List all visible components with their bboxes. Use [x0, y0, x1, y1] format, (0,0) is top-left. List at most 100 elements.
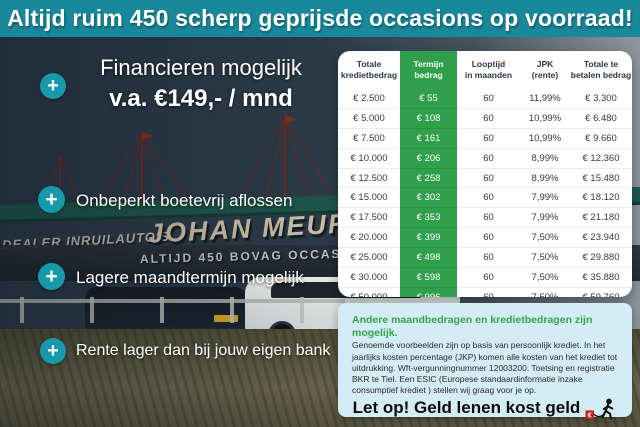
table-row: € 2.500 € 55 60 11,99% € 3.300: [338, 89, 632, 109]
table-header-cell: JPK (rente): [531, 58, 559, 80]
usp-financing-line1: Financieren mogelijk: [100, 55, 302, 80]
table-cell: € 206: [400, 148, 457, 169]
table-cell: 10,99%: [520, 109, 570, 129]
table-cell: € 5.000: [338, 109, 400, 129]
table-row: € 20.000 € 399 60 7,50% € 23.940: [338, 228, 632, 249]
table-cell: 60: [457, 188, 520, 209]
credit-warning: Let op! Geld lenen kost geld €: [352, 397, 618, 420]
table-cell: € 17.500: [338, 208, 400, 229]
finance-table-body: € 2.500 € 55 60 11,99% € 3.300 € 5.000 € 108 60…: [338, 89, 632, 297]
credit-warning-text: Let op! Geld lenen kost geld: [352, 398, 581, 418]
table-header-cell: Totale te betalen bedrag: [570, 58, 632, 80]
table-cell: 7,50%: [520, 228, 570, 249]
table-row: € 10.000 € 206 60 8,99% € 12.360: [338, 148, 632, 169]
table-cell: 60: [457, 268, 520, 288]
table-cell: € 302: [400, 188, 457, 209]
usp-redemption: Onbeperkt boetevrij aflossen: [76, 191, 293, 210]
table-cell: € 2.500: [338, 89, 400, 109]
usp-financing-line2: v.a. €149,- / mnd: [109, 84, 293, 112]
table-cell: € 3.300: [570, 89, 632, 109]
table-cell: € 9.660: [570, 129, 632, 149]
dark-car: [85, 287, 250, 329]
table-cell: 7,50%: [520, 268, 570, 288]
table-cell: € 15.000: [338, 188, 400, 209]
table-header-cell: Termijn bedrag: [400, 51, 457, 89]
table-row: € 50.000€ 996607,50%€ 59.760: [338, 287, 632, 297]
table-cell: 7,99%: [520, 188, 570, 209]
table-cell: 60: [457, 149, 520, 169]
table-cell: € 20.000: [338, 228, 400, 249]
table-cell: € 29.880: [570, 248, 632, 269]
table-row: € 25.000 € 498 60 7,50% € 29.880: [338, 248, 632, 269]
fence-post: [230, 297, 234, 323]
table-cell: € 7.500: [338, 129, 400, 149]
table-cell: 60: [457, 129, 520, 149]
finance-table-header: Totale kredietbedrag Termijn bedrag Looptijd…: [338, 51, 632, 89]
geld-lenen-kost-geld-icon: €: [585, 398, 614, 419]
table-cell: € 35.880: [570, 268, 632, 288]
table-cell: € 108: [400, 108, 457, 129]
table-cell: € 15.480: [570, 169, 632, 189]
banner-headline: Altijd ruim 450 scherp geprijsde occasio…: [7, 5, 633, 31]
table-row: € 12.500 € 258 60 8,99% € 15.480: [338, 168, 632, 189]
plus-icon: +: [38, 263, 65, 290]
table-cell: 7,99%: [520, 208, 570, 229]
fence-post: [160, 297, 164, 323]
disclaimer-body: Genoemde voorbeelden zijn op basis van p…: [352, 340, 618, 396]
usp-lower-interest: Rente lager dan bij jouw eigen bank: [76, 342, 331, 359]
table-cell: € 498: [400, 248, 457, 269]
table-cell: € 161: [400, 128, 457, 149]
plus-icon: +: [40, 338, 66, 364]
table-cell: € 996: [400, 287, 457, 297]
table-header-cell: Looptijd in maanden: [464, 58, 513, 80]
table-cell: € 18.120: [570, 188, 632, 209]
disclaimer-heading: Andere maandbedragen en kredietbedragen …: [352, 314, 593, 340]
table-row: € 15.000 € 302 60 7,99% € 18.120: [338, 188, 632, 209]
plus-glyph: +: [47, 339, 59, 362]
table-cell: € 598: [400, 268, 457, 288]
plus-icon: +: [40, 73, 66, 99]
top-banner: Altijd ruim 450 scherp geprijsde occasio…: [0, 0, 640, 37]
table-cell: 8,99%: [520, 149, 570, 169]
table-cell: 60: [457, 169, 520, 189]
table-cell: € 50.000: [338, 288, 400, 297]
plus-glyph: +: [45, 187, 58, 211]
table-cell: 8,99%: [520, 169, 570, 189]
table-cell: 60: [457, 288, 520, 297]
table-row: € 30.000 € 598 60 7,50% € 35.880: [338, 268, 632, 288]
table-cell: 60: [457, 228, 520, 249]
table-cell: 60: [457, 248, 520, 269]
table-cell: € 23.940: [570, 228, 632, 249]
table-header-cell: Totale kredietbedrag: [340, 58, 398, 80]
table-cell: € 59.760: [570, 288, 632, 297]
usp-financing: Financieren mogelijk v.a. €149,- / mnd: [70, 53, 332, 114]
table-cell: € 258: [400, 168, 457, 189]
table-cell: € 25.000: [338, 248, 400, 269]
table-cell: € 353: [400, 208, 457, 229]
table-row: € 7.500 € 161 60 10,99% € 9.660: [338, 128, 632, 149]
table-cell: € 10.000: [338, 149, 400, 169]
table-cell: € 21.180: [570, 208, 632, 229]
svg-text:€: €: [588, 412, 592, 419]
license-plate: [214, 315, 238, 322]
table-cell: 60: [457, 208, 520, 229]
table-cell: € 6.480: [570, 109, 632, 129]
fence-post: [20, 297, 24, 323]
table-cell: € 399: [400, 228, 457, 249]
table-cell: 60: [457, 89, 520, 109]
finance-table-card: Totale kredietbedrag Termijn bedrag Looptijd…: [338, 51, 632, 297]
plus-icon: +: [38, 186, 65, 213]
table-cell: 7,50%: [520, 248, 570, 269]
mast-rigging-graphic: [37, 115, 339, 216]
table-cell: € 12.360: [570, 149, 632, 169]
plus-glyph: +: [45, 264, 58, 288]
fence-post: [90, 297, 94, 323]
fence-post: [300, 297, 304, 323]
table-cell: 7,50%: [520, 288, 570, 297]
plus-glyph: +: [47, 74, 59, 97]
usp-lower-term: Lagere maandtermijn mogelijk: [76, 268, 304, 287]
disclaimer-panel: Andere maandbedragen en kredietbedragen …: [338, 303, 632, 420]
table-cell: 60: [457, 109, 520, 129]
table-cell: € 30.000: [338, 268, 400, 288]
table-cell: € 12.500: [338, 169, 400, 189]
